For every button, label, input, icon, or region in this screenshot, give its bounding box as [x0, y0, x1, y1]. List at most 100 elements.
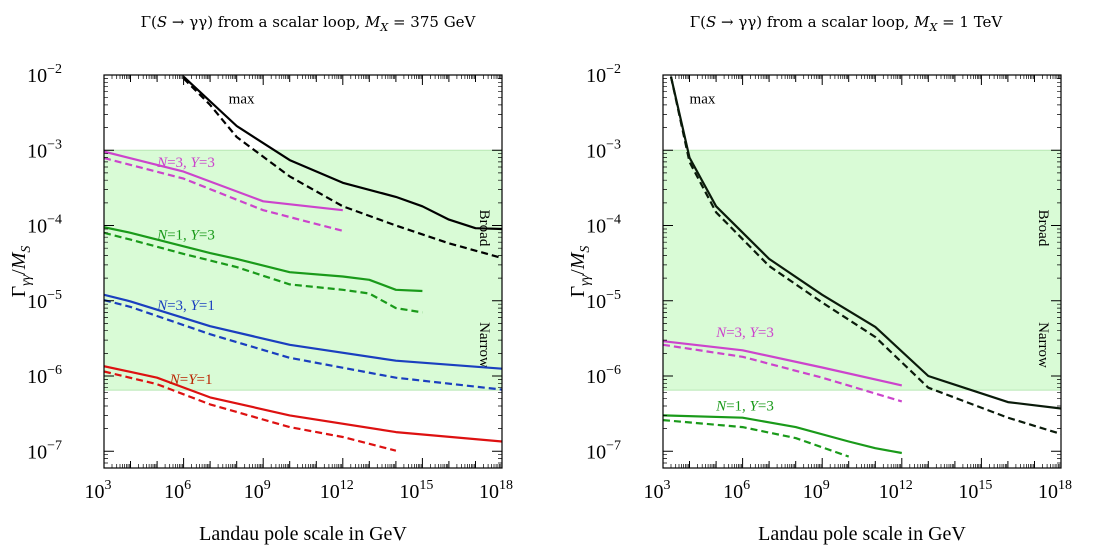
text-part: N [156, 155, 168, 171]
text-part: 10 [644, 481, 664, 503]
series-line-4 [663, 343, 903, 403]
text-part: 15 [419, 478, 433, 493]
y-tick-label-2: 10−6 [586, 363, 621, 388]
text-part: 10 [586, 441, 606, 463]
text-part: −2 [606, 62, 621, 77]
text-part: 15 [978, 478, 992, 493]
text-part: 10 [723, 481, 743, 503]
text-part: N [156, 228, 168, 244]
text-part: M [567, 251, 589, 270]
annotation-2: N=3, Y=3 [156, 155, 215, 171]
y-tick-label-5: 10−3 [586, 137, 621, 162]
text-part: → γγ) from a scalar loop, [167, 13, 365, 31]
text-part: 10 [244, 481, 264, 503]
text-part: −3 [606, 137, 621, 152]
text-part: −6 [606, 363, 621, 378]
text-part: / [567, 269, 589, 275]
annotation-1: max [229, 91, 255, 107]
text-part: M [8, 251, 30, 270]
text-part: =3, [726, 325, 749, 341]
region-label-narrow: Narrow [476, 322, 492, 368]
text-part: =1, [726, 398, 749, 414]
x-tick-label-2: 106 [164, 478, 191, 503]
text-part: 6 [184, 478, 191, 493]
text-part: Y [750, 398, 760, 414]
series-line-9 [104, 365, 502, 443]
annotation-1: max [690, 91, 716, 107]
text-part: 6 [743, 478, 750, 493]
text-part: =3 [199, 155, 215, 171]
series-line-6 [663, 419, 850, 458]
chart-title: Γ(S → γγ) from a scalar loop, MX = 375 G… [141, 13, 477, 34]
text-part: =3 [758, 398, 774, 414]
text-part: −3 [47, 137, 62, 152]
text-part: 10 [27, 216, 47, 238]
y-tick-label-3: 10−5 [27, 288, 62, 313]
text-part: M [364, 13, 381, 31]
series-line-8 [104, 299, 502, 391]
text-part: =1 [199, 298, 215, 314]
text-part: =1, [167, 228, 190, 244]
series-line-3 [663, 340, 903, 387]
text-part: N [715, 325, 727, 341]
text-part: =1 [197, 372, 213, 388]
text-part: Y [191, 298, 201, 314]
y-tick-label-4: 10−4 [27, 213, 62, 238]
y-axis-label: Γγγ/MS [8, 246, 34, 298]
x-axis-label: Landau pole scale in GeV [758, 523, 966, 545]
x-tick-label-1: 103 [85, 478, 112, 503]
text-part: Γ( [690, 13, 706, 31]
text-part: 10 [27, 291, 47, 313]
series-line-5 [104, 226, 423, 293]
text-part: Y [191, 155, 201, 171]
text-part: −7 [606, 438, 621, 453]
text-part: 18 [1058, 478, 1072, 493]
plot-area [104, 75, 502, 452]
y-tick-label-2: 10−6 [27, 363, 62, 388]
text-part: 10 [586, 366, 606, 388]
text-part: = [180, 372, 188, 388]
plot-frame [103, 74, 503, 469]
text-part: 10 [586, 291, 606, 313]
x-tick-label-6: 1018 [1038, 478, 1072, 503]
text-part: 3 [105, 478, 112, 493]
plot-area [663, 76, 1061, 458]
y-axis-label: Γγγ/MS [567, 246, 593, 298]
text-part: 12 [340, 478, 354, 493]
text-part: −5 [606, 288, 621, 303]
text-part: 10 [85, 481, 105, 503]
text-part: −4 [606, 213, 621, 228]
text-part: 18 [499, 478, 513, 493]
annotation-5: N=Y=1 [169, 372, 213, 388]
text-part: S [157, 13, 167, 31]
y-tick-label-4: 10−4 [586, 213, 621, 238]
text-part: = 1 TeV [937, 13, 1003, 31]
text-part: 10 [27, 366, 47, 388]
x-tick-label-4: 1012 [320, 478, 354, 503]
annotation-3: N=1, Y=3 [715, 398, 774, 414]
text-part: Γ [8, 286, 30, 298]
text-part: 10 [27, 441, 47, 463]
text-part: 10 [399, 481, 419, 503]
x-tick-label-1: 103 [644, 478, 671, 503]
minor-ticks [104, 75, 502, 469]
text-part: max [229, 91, 255, 107]
text-part: 10 [586, 216, 606, 238]
x-tick-label-3: 109 [244, 478, 271, 503]
y-tick-label-3: 10−5 [586, 288, 621, 313]
text-part: X [928, 21, 938, 34]
text-part: =3, [167, 298, 190, 314]
y-tick-label-1: 10−7 [27, 438, 62, 463]
text-part: −6 [47, 363, 62, 378]
annotation-2: N=3, Y=3 [715, 325, 774, 341]
text-part: = 375 GeV [388, 13, 476, 31]
text-part: max [690, 91, 716, 107]
text-part: 10 [803, 481, 823, 503]
minor-ticks [663, 75, 1061, 469]
narrow-broad-band [663, 150, 1061, 391]
text-part: 10 [479, 481, 499, 503]
text-part: Y [750, 325, 760, 341]
narrow-broad-band [104, 150, 502, 391]
text-part: 12 [899, 478, 913, 493]
